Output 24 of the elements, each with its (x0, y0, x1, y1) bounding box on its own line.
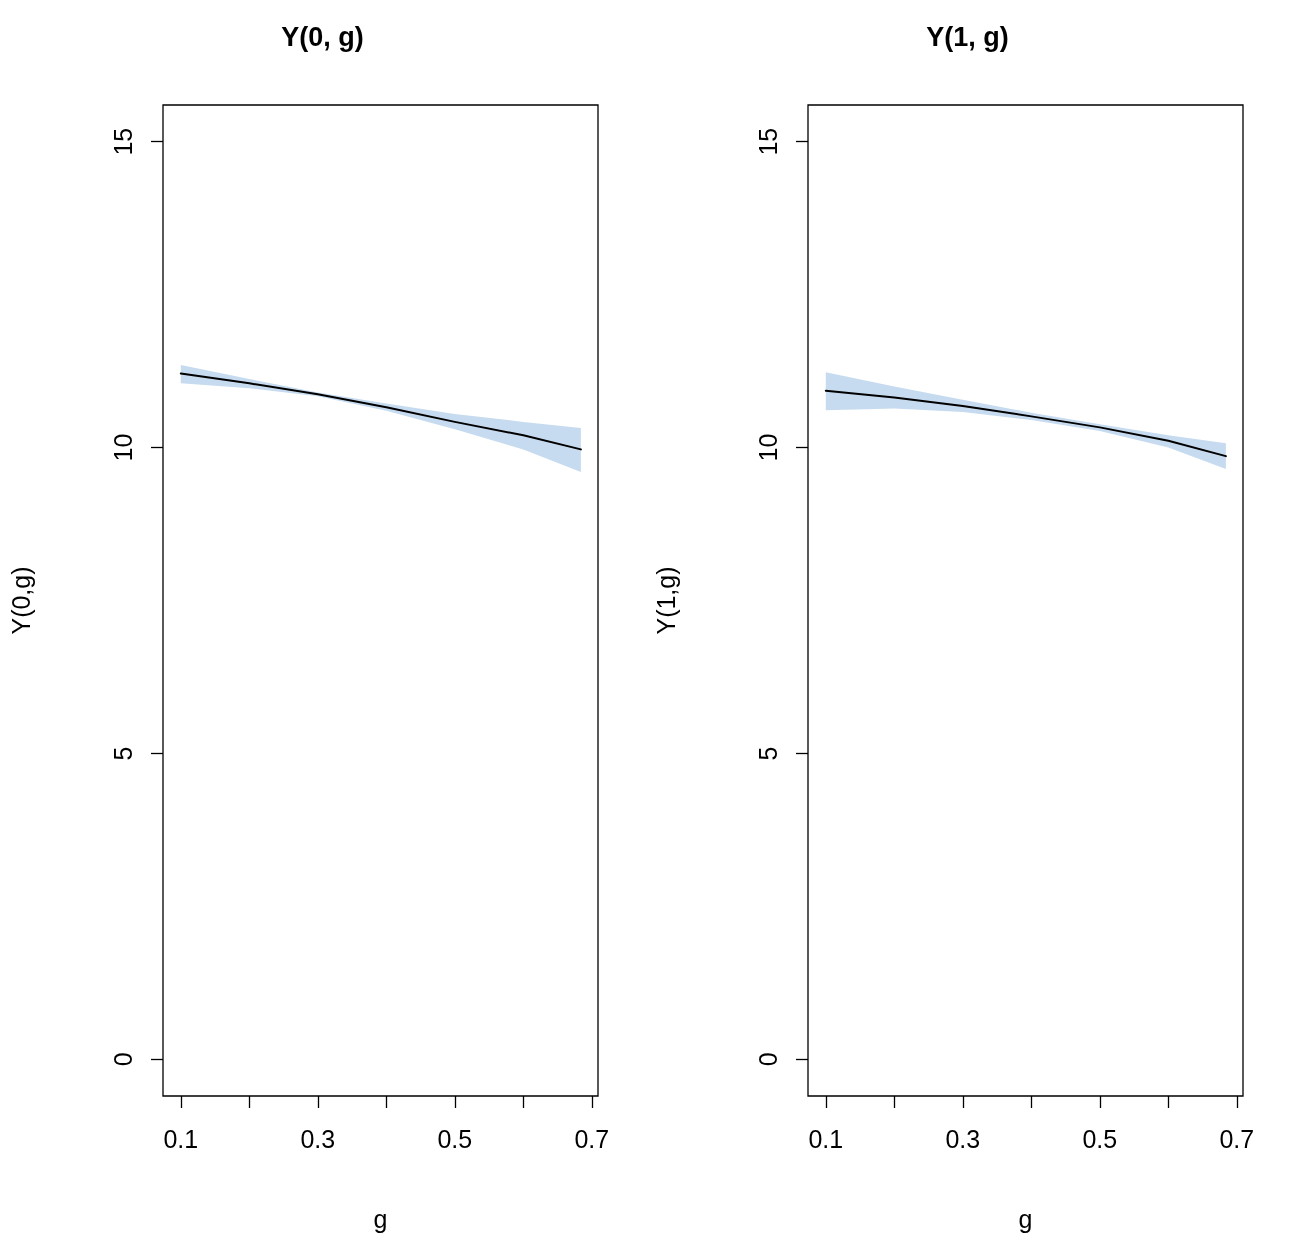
y-tick-label: 10 (753, 433, 782, 462)
y-tick-label: 0 (108, 1052, 137, 1067)
y-tick-label: 15 (753, 127, 782, 156)
x-tick-label: 0.7 (1219, 1124, 1255, 1153)
x-axis-title: g (373, 1204, 388, 1233)
line-series (824, 389, 1227, 458)
x-tick-label: 0.1 (808, 1124, 844, 1153)
chart-title: Y(1, g) (926, 21, 1009, 52)
x-tick-label: 0.3 (300, 1124, 336, 1153)
x-tick-label: 0.3 (945, 1124, 981, 1153)
line-series (179, 372, 582, 451)
y-tick-label: 5 (108, 746, 137, 761)
x-axis-title: g (1018, 1204, 1033, 1233)
x-tick-label: 0.1 (163, 1124, 199, 1153)
y-tick-label: 15 (108, 127, 137, 156)
x-tick-label: 0.5 (437, 1124, 473, 1153)
x-tick-label: 0.7 (574, 1124, 610, 1153)
y-axis-title: Y(1,g) (651, 566, 680, 635)
x-tick-label: 0.5 (1082, 1124, 1118, 1153)
chart-title: Y(0, g) (281, 21, 364, 52)
y-tick-label: 10 (108, 433, 137, 462)
y-tick-label: 0 (753, 1052, 782, 1067)
y-tick-label: 5 (753, 746, 782, 761)
y-axis-title: Y(0,g) (6, 566, 35, 635)
